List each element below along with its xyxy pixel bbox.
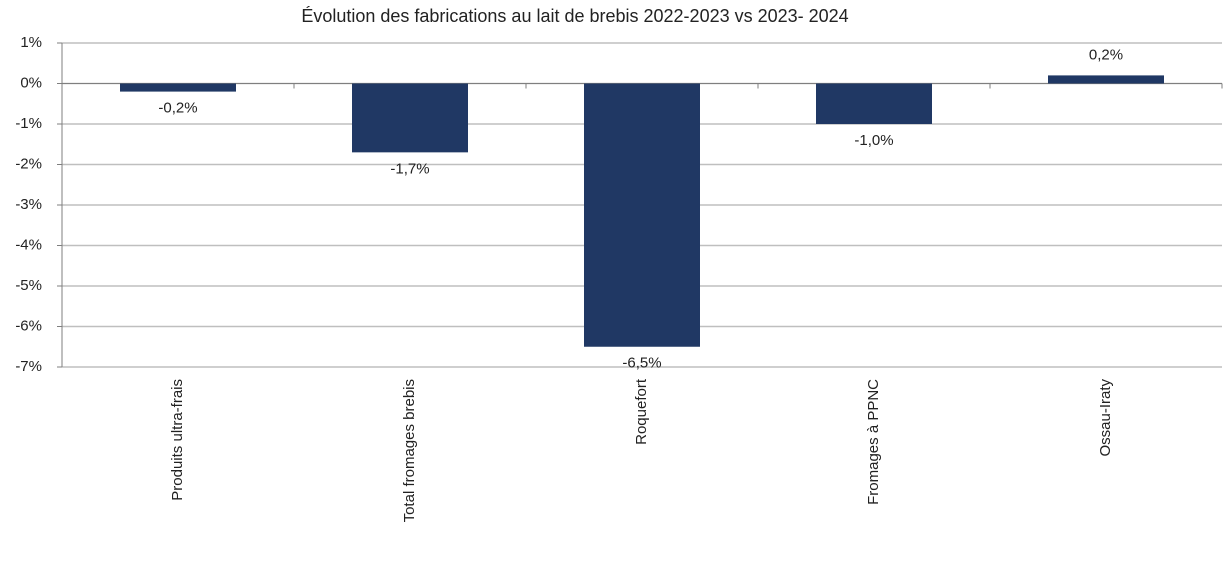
y-tick-label: 1% — [20, 34, 42, 51]
x-tick-label: Total fromages brebis — [401, 379, 418, 522]
bar — [1048, 75, 1164, 84]
bar — [816, 83, 932, 124]
data-label: -0,2% — [158, 100, 197, 117]
bar — [584, 83, 700, 347]
x-tick-label: Produits ultra-frais — [169, 379, 186, 501]
data-label: 0,2% — [1089, 46, 1123, 63]
bar — [120, 83, 236, 92]
bar — [352, 83, 468, 153]
y-tick-label: -2% — [15, 155, 42, 172]
data-label: -1,7% — [390, 160, 429, 177]
y-tick-label: -7% — [15, 358, 42, 375]
y-tick-label: -6% — [15, 317, 42, 334]
y-tick-label: -5% — [15, 277, 42, 294]
data-label: -6,5% — [622, 355, 661, 372]
x-tick-label: Fromages à PPNC — [865, 379, 882, 505]
data-label: -1,0% — [854, 132, 893, 149]
y-tick-label: -4% — [15, 236, 42, 253]
y-tick-label: -3% — [15, 196, 42, 213]
x-tick-label: Roquefort — [633, 378, 650, 445]
y-tick-label: -1% — [15, 115, 42, 132]
y-tick-label: 0% — [20, 74, 42, 91]
x-tick-label: Ossau-Iraty — [1097, 379, 1114, 457]
chart-title: Évolution des fabrications au lait de br… — [301, 6, 848, 26]
